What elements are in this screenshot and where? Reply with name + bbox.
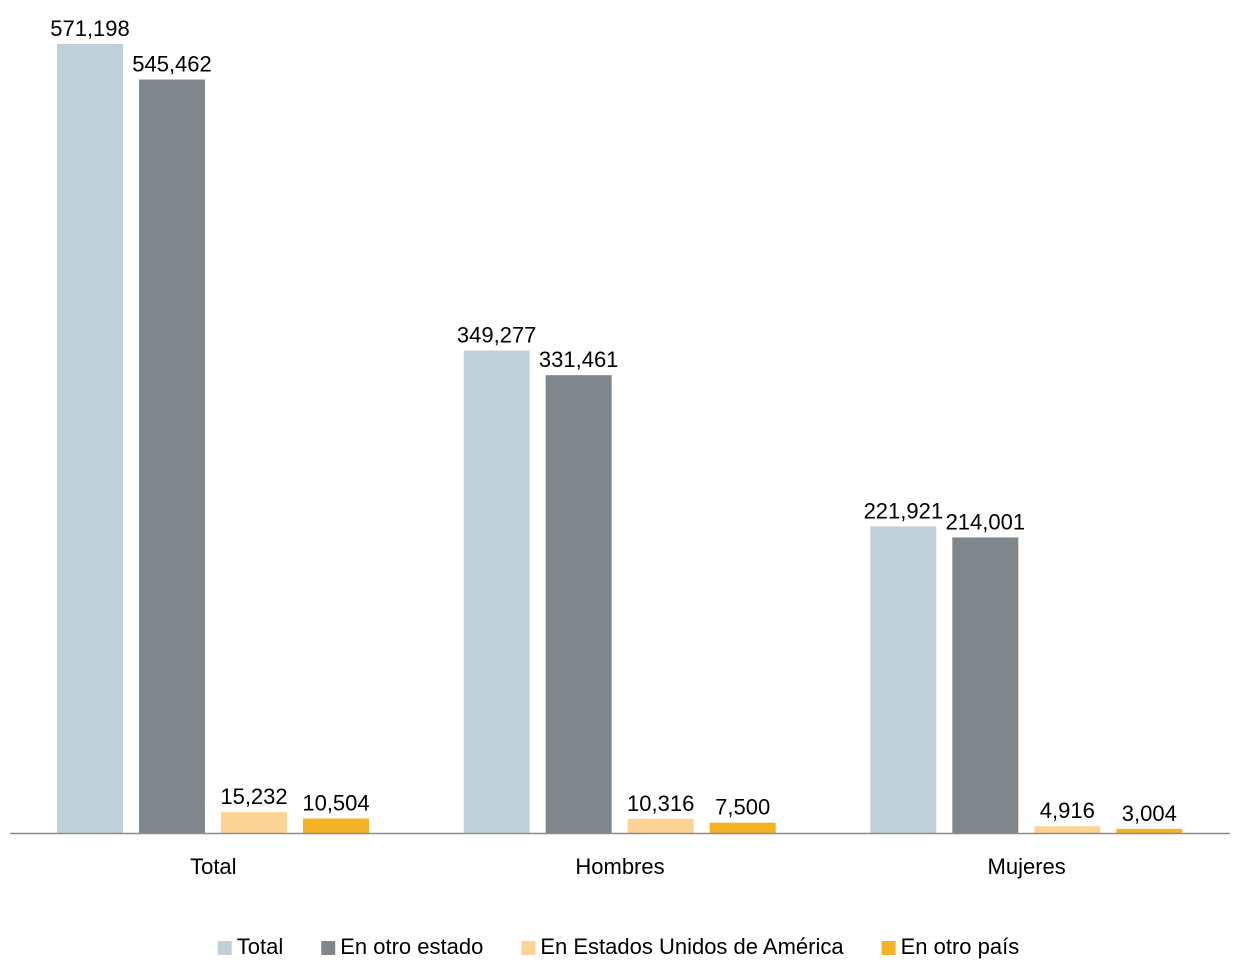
- bar-total-series-0: [57, 44, 123, 833]
- data-label: 349,277: [457, 323, 537, 348]
- category-label: Total: [190, 854, 236, 879]
- bar-total-series-3: [303, 818, 369, 833]
- legend-label: En Estados Unidos de América: [540, 934, 844, 959]
- data-label: 4,916: [1040, 798, 1095, 823]
- data-label: 331,461: [539, 347, 619, 372]
- bar-hombres-series-2: [627, 818, 694, 833]
- legend: Total En otro estado En Estados Unidos de …: [217, 934, 1020, 959]
- data-label: 545,462: [132, 52, 212, 77]
- category-label: Mujeres: [988, 854, 1066, 879]
- bar-mujeres-series-1: [952, 537, 1019, 833]
- bar-total-series-2: [221, 811, 287, 833]
- legend-swatch: [217, 941, 232, 955]
- data-label: 214,001: [946, 509, 1026, 534]
- category-label: Hombres: [575, 854, 664, 879]
- data-label: 10,504: [302, 790, 369, 815]
- bar-hombres-series-1: [545, 375, 612, 833]
- data-label: 221,921: [864, 498, 944, 523]
- bar-mujeres-series-2: [1034, 826, 1101, 833]
- legend-swatch: [521, 941, 536, 955]
- data-label: 7,500: [715, 795, 770, 820]
- bar-mujeres-series-3: [1116, 828, 1183, 833]
- legend-label: En otro país: [901, 934, 1020, 959]
- legend-swatch: [881, 941, 896, 955]
- bar-total-series-1: [139, 79, 205, 834]
- bar-hombres-series-3: [709, 822, 776, 833]
- legend-swatch: [321, 941, 336, 955]
- bar-hombres-series-0: [463, 350, 530, 833]
- data-label: 15,232: [220, 784, 287, 809]
- bar-mujeres-series-0: [870, 526, 937, 833]
- data-label: 10,316: [627, 791, 694, 816]
- legend-label: Total: [237, 934, 283, 959]
- data-label: 3,004: [1122, 801, 1177, 826]
- legend-label: En otro estado: [340, 934, 483, 959]
- data-label: 571,198: [50, 16, 130, 41]
